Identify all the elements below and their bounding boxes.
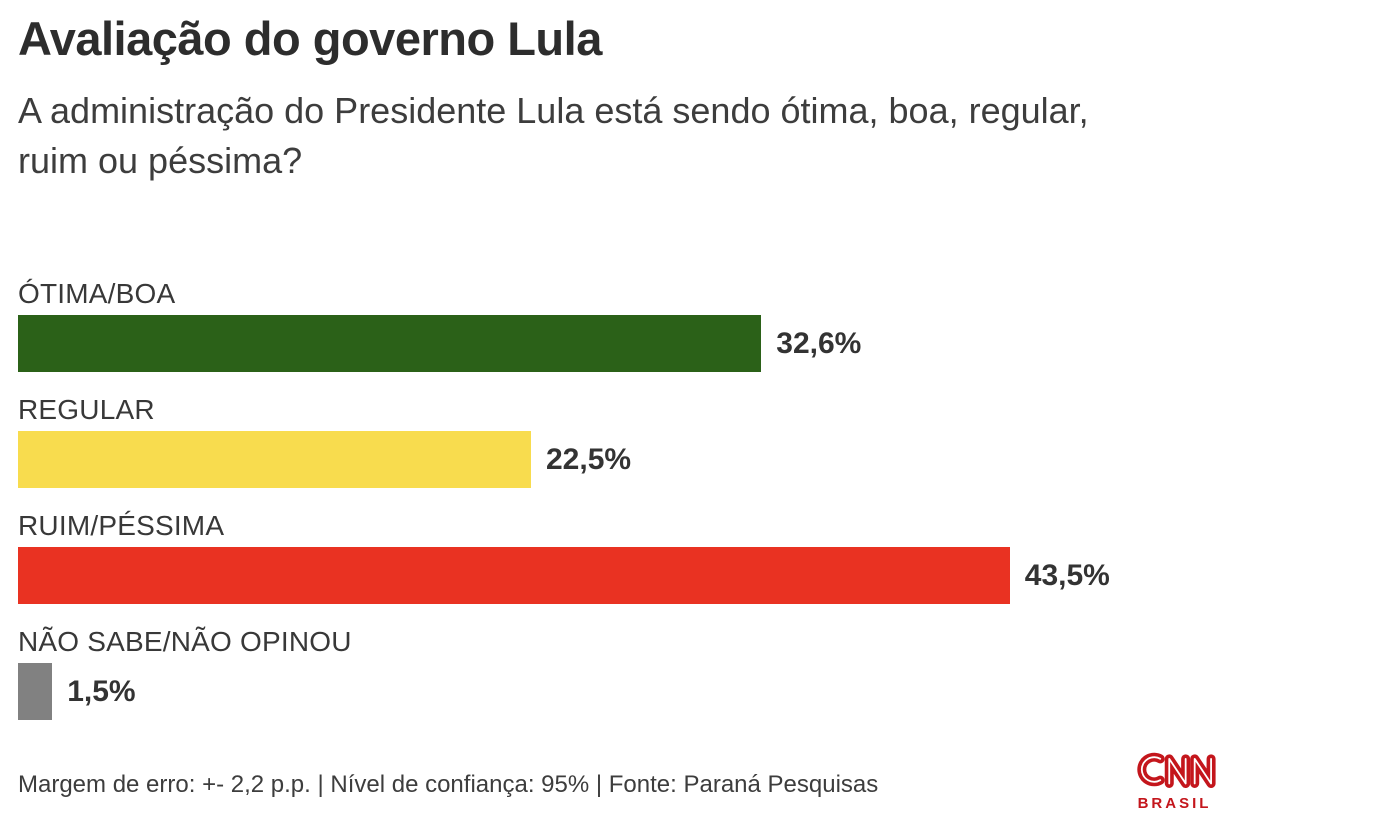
bar-line: 43,5% bbox=[18, 547, 1382, 604]
bar bbox=[18, 431, 531, 488]
chart-header: Avaliação do governo Lula A administraçã… bbox=[18, 12, 1358, 185]
cnn-brasil-logo: BRASIL bbox=[1127, 749, 1222, 812]
chart-subtitle: A administração do Presidente Lula está … bbox=[18, 90, 1089, 181]
bar-chart: ÓTIMA/BOA 32,6% REGULAR 22,5% RUIM/PÉSSI… bbox=[18, 278, 1382, 745]
cnn-brasil-label: BRASIL bbox=[1137, 795, 1212, 812]
bar-row: REGULAR 22,5% bbox=[18, 394, 1382, 488]
bar bbox=[18, 547, 1010, 604]
category-label: RUIM/PÉSSIMA bbox=[18, 510, 225, 541]
footer: Margem de erro: +- 2,2 p.p. | Nível de c… bbox=[18, 752, 1382, 812]
bar-line: 22,5% bbox=[18, 431, 1382, 488]
methodology-note: Margem de erro: +- 2,2 p.p. | Nível de c… bbox=[18, 771, 879, 798]
bar-row: RUIM/PÉSSIMA 43,5% bbox=[18, 510, 1382, 604]
value-label: 22,5% bbox=[546, 442, 632, 476]
bar-line: 32,6% bbox=[18, 315, 1382, 372]
bar bbox=[18, 663, 53, 720]
category-label: REGULAR bbox=[18, 394, 155, 425]
bar-row: NÃO SABE/NÃO OPINOU 1,5% bbox=[18, 626, 1382, 720]
cnn-logo-icon bbox=[1136, 752, 1216, 788]
value-label: 1,5% bbox=[67, 674, 136, 708]
category-label: NÃO SABE/NÃO OPINOU bbox=[18, 626, 352, 657]
bar bbox=[18, 315, 762, 372]
bar-row: ÓTIMA/BOA 32,6% bbox=[18, 278, 1382, 372]
chart-title: Avaliação do governo Lula bbox=[18, 12, 602, 65]
value-label: 32,6% bbox=[776, 326, 862, 360]
category-label: ÓTIMA/BOA bbox=[18, 278, 176, 309]
value-label: 43,5% bbox=[1024, 558, 1110, 592]
bar-line: 1,5% bbox=[18, 663, 1382, 720]
